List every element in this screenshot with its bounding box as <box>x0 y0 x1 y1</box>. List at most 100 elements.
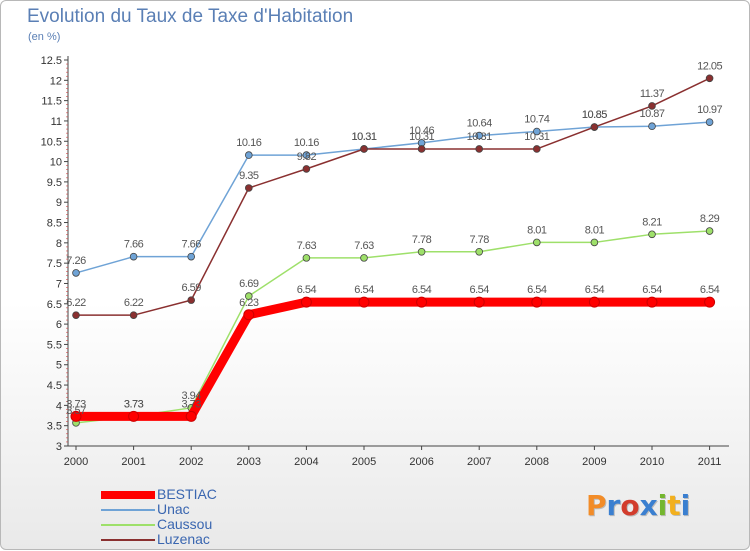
data-point <box>588 296 600 308</box>
data-point <box>648 102 656 110</box>
data-point <box>302 254 311 262</box>
data-label: 6.59 <box>181 282 201 294</box>
data-label: 10.31 <box>409 131 434 143</box>
data-point <box>531 296 543 308</box>
data-point <box>646 296 658 308</box>
data-point <box>129 311 138 319</box>
x-tick-label: 2007 <box>467 456 491 468</box>
data-label: 10.97 <box>697 104 722 116</box>
data-label: 10.74 <box>524 114 549 126</box>
data-label: 6.54 <box>585 284 605 296</box>
data-point <box>187 296 196 304</box>
data-point <box>360 254 368 262</box>
x-tick-label: 2004 <box>294 456 318 468</box>
data-point <box>475 247 484 256</box>
data-label: 6.54 <box>642 284 662 296</box>
data-point <box>358 296 370 308</box>
legend-swatch <box>101 491 155 499</box>
data-label: 10.85 <box>582 109 607 121</box>
data-point <box>532 145 541 153</box>
logo-letter: o <box>620 489 640 522</box>
data-label: 10.87 <box>639 108 664 120</box>
data-label: 3.73 <box>124 398 144 410</box>
data-point <box>72 269 80 277</box>
legend-label: Luzenac <box>157 531 210 547</box>
data-label: 8.01 <box>527 224 547 236</box>
data-label: 7.63 <box>297 240 317 252</box>
y-tick-label: 3 <box>56 441 62 453</box>
data-point <box>360 145 368 153</box>
series-luzenac <box>72 74 714 319</box>
data-point <box>300 296 312 308</box>
y-tick-label: 9 <box>56 197 62 209</box>
y-tick-label: 8 <box>56 238 62 250</box>
legend-swatch <box>101 524 155 526</box>
legend-label: Unac <box>157 501 190 517</box>
data-point <box>532 127 541 136</box>
data-label: 7.63 <box>354 240 374 252</box>
proxiti-logo: Proxiti <box>586 489 690 522</box>
chart-title: Evolution du Taux de Taxe d'Habitation <box>27 6 354 27</box>
data-point <box>72 311 80 319</box>
data-label: 3.73 <box>66 398 86 410</box>
y-tick-label: 7.5 <box>47 258 62 270</box>
x-tick-label: 2010 <box>640 456 664 468</box>
x-tick-label: 2000 <box>64 456 88 468</box>
x-tick-label: 2011 <box>698 456 722 468</box>
data-point <box>475 145 484 153</box>
data-label: 6.69 <box>239 278 259 290</box>
data-point <box>532 238 541 247</box>
data-label: 9.82 <box>297 151 317 163</box>
data-label: 6.54 <box>297 284 317 296</box>
data-label: 10.31 <box>524 131 549 143</box>
data-label: 3.73 <box>124 398 144 410</box>
data-label: 6.22 <box>66 297 86 309</box>
data-label: 7.78 <box>469 234 489 246</box>
series-line-bestiac <box>71 297 715 421</box>
data-label: 10.46 <box>409 125 434 137</box>
data-label: 6.54 <box>354 284 374 296</box>
data-label: 6.54 <box>412 284 432 296</box>
logo-letter: i <box>657 489 668 522</box>
series-bestiac <box>70 296 716 422</box>
legend-swatch <box>101 539 155 541</box>
y-tick-label: 12.5 <box>41 55 62 67</box>
legend-swatch <box>101 509 155 511</box>
logo-letter: P <box>586 489 607 522</box>
data-point <box>705 227 714 235</box>
x-tick-label: 2009 <box>582 456 606 468</box>
data-point <box>243 309 255 321</box>
data-point <box>129 252 138 261</box>
y-tick-label: 4 <box>56 400 62 412</box>
y-tick-label: 5.5 <box>47 339 62 351</box>
data-point <box>648 122 656 131</box>
data-label: 10.31 <box>351 131 376 143</box>
y-tick-label: 7 <box>56 278 62 290</box>
data-point <box>590 123 599 131</box>
data-label: 10.31 <box>467 131 492 143</box>
legend-label: Caussou <box>157 516 213 532</box>
data-label: 7.66 <box>181 239 201 251</box>
data-point <box>590 238 599 247</box>
x-tick-label: 2003 <box>237 456 261 468</box>
x-tick-label: 2006 <box>409 456 433 468</box>
y-tick-label: 6.5 <box>47 299 62 311</box>
data-point <box>187 252 196 261</box>
data-label: 6.54 <box>527 284 547 296</box>
data-point <box>416 296 428 308</box>
data-label: 8.29 <box>700 213 720 225</box>
data-point <box>705 118 714 126</box>
data-point <box>128 410 140 422</box>
data-point <box>245 151 253 159</box>
series-line-luzenac <box>75 77 711 316</box>
logo-letter: i <box>680 489 691 522</box>
data-label: 6.54 <box>469 284 489 296</box>
y-tick-label: 4.5 <box>47 380 62 392</box>
data-label: 6.23 <box>239 297 259 309</box>
data-label: 8.21 <box>642 216 662 228</box>
data-point <box>245 292 253 300</box>
data-point <box>417 145 426 153</box>
x-tick-label: 2005 <box>352 456 376 468</box>
